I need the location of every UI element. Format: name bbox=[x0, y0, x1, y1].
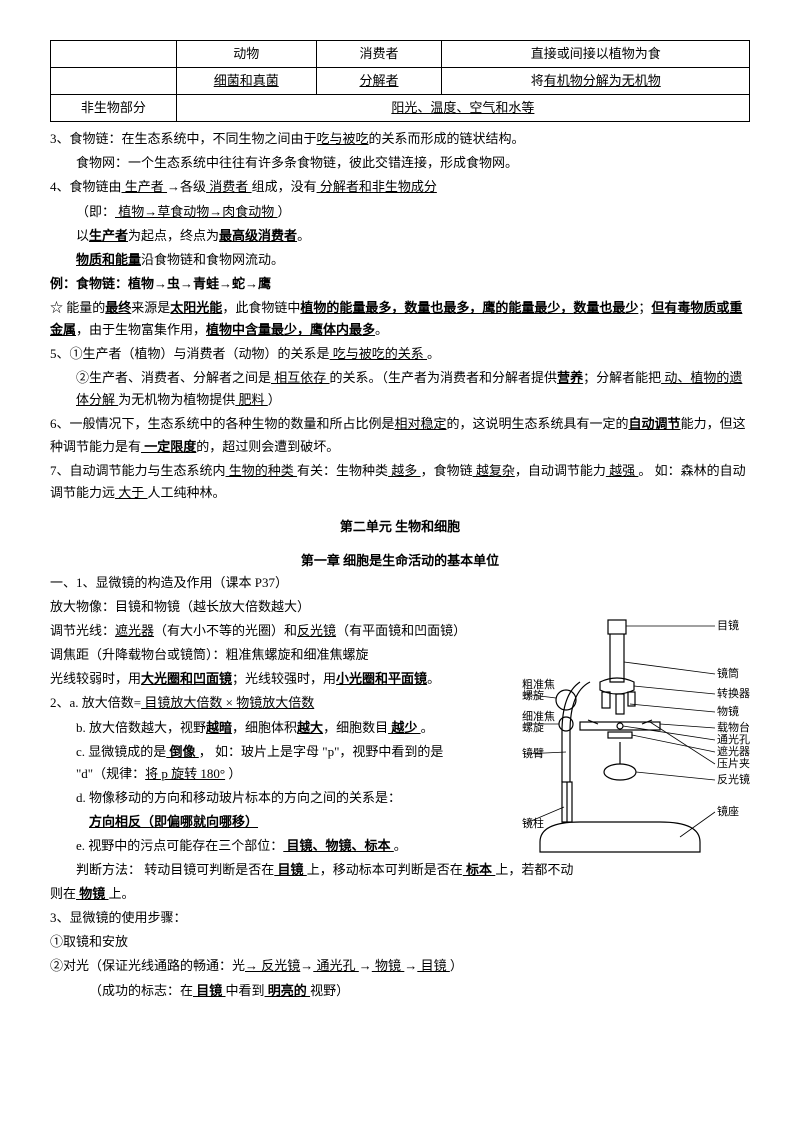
s2d: d. 物像移动的方向和移动玻片标本的方向之间的关系是： bbox=[50, 787, 484, 809]
para-4a: 4、食物链由 生产者 →各级 消费者 组成，没有 分解者和非生物成分 bbox=[50, 176, 750, 198]
lbl-jingzuo: 镜座 bbox=[717, 804, 739, 818]
s3a: ①取镜和安放 bbox=[50, 931, 750, 953]
chapter-title: 第一章 细胞是生命活动的基本单位 bbox=[50, 550, 750, 572]
lbl-mujing: 目镜 bbox=[717, 618, 739, 632]
lbl-tongguangkong: 通光孔 bbox=[717, 732, 750, 746]
s1d: 光线较弱时，用大光圈和凹面镜；光线较强时，用小光圈和平面镜。 bbox=[50, 668, 484, 690]
para-3a: 3、食物链：在生态系统中，不同生物之间由于吃与被吃的关系而形成的链状结构。 bbox=[50, 128, 750, 150]
cell: 动物 bbox=[176, 41, 316, 68]
lbl-wujing: 物镜 bbox=[717, 704, 739, 718]
svg-text:螺旋: 螺旋 bbox=[522, 720, 544, 734]
cell: 分解者 bbox=[316, 68, 442, 95]
cell: 将有机物分解为无机物 bbox=[442, 68, 750, 95]
para-star: ☆ 能量的最终来源是太阳光能，此食物链中植物的能量最多，数量也最多，鹰的能量最少… bbox=[50, 297, 750, 341]
lbl-jingzhu: 镜柱 bbox=[522, 816, 544, 830]
cell-empty bbox=[51, 41, 177, 68]
lbl-yapianjia: 压片夹 bbox=[717, 757, 750, 770]
para-6: 6、一般情况下，生态系统中的各种生物的数量和所占比例是相对稳定的，这说明生态系统… bbox=[50, 413, 750, 457]
ecosystem-table: 动物 消费者 直接或间接以植物为食 细菌和真菌 分解者 将有机物分解为无机物 非… bbox=[50, 40, 750, 122]
cell: 消费者 bbox=[316, 41, 442, 68]
unit-title: 第二单元 生物和细胞 bbox=[50, 516, 750, 538]
para-example: 例：食物链：植物→虫→青蛙→蛇→鹰 bbox=[50, 273, 750, 295]
s1a: 放大物像：目镜和物镜（越长放大倍数越大） bbox=[50, 596, 484, 618]
para-4b: （即： 植物→草食动物→肉食动物 ） bbox=[50, 201, 750, 223]
s1c: 调焦距（升降载物台或镜筒）：粗准焦螺旋和细准焦螺旋 bbox=[50, 644, 484, 666]
lbl-zhuanhuanqi: 转换器 bbox=[717, 686, 750, 700]
s3: 3、显微镜的使用步骤： bbox=[50, 907, 750, 929]
cell: 直接或间接以植物为食 bbox=[442, 41, 750, 68]
s1b: 调节光线：遮光器（有大小不等的光圈）和反光镜（有平面镜和凹面镜） bbox=[50, 620, 484, 642]
lbl-zaiwutai: 载物台 bbox=[717, 720, 750, 734]
para-3b: 食物网：一个生态系统中往往有许多条食物链，彼此交错连接，形成食物网。 bbox=[50, 152, 750, 174]
s2c: c. 显微镜成的是 倒像 ， 如：玻片上是字母 "p"，视野中看到的是 "d"（… bbox=[50, 741, 484, 785]
para-4d: 物质和能量沿食物链和食物网流动。 bbox=[50, 249, 750, 271]
s3b: ②对光（保证光线通路的畅通：光→ 反光镜→ 通光孔 → 物镜 → 目镜 ） bbox=[50, 955, 750, 977]
lbl-jingbi: 镜臂 bbox=[522, 746, 544, 760]
para-5b: ②生产者、消费者、分解者之间是 相互依存 的关系。（生产者为消费者和分解者提供营… bbox=[50, 367, 750, 411]
microscope-diagram: 目镜 镜筒 转换器 物镜 载物台 通光孔 遮光器 压片夹 反光镜 镜座 粗准焦 … bbox=[520, 612, 750, 892]
cell: 非生物部分 bbox=[51, 95, 177, 122]
cell-empty bbox=[51, 68, 177, 95]
lbl-fanguangjing: 反光镜 bbox=[717, 772, 750, 786]
s2b: b. 放大倍数越大，视野越暗，细胞体积越大，细胞数目 越少 。 bbox=[50, 717, 484, 739]
lbl-jingtong: 镜筒 bbox=[717, 666, 739, 680]
s2d2: 方向相反（即偏哪就向哪移） bbox=[50, 811, 484, 833]
para-4c: 以生产者为起点，终点为最高级消费者。 bbox=[50, 225, 750, 247]
para-5a: 5、①生产者（植物）与消费者（动物）的关系是 吃与被吃的关系 。 bbox=[50, 343, 750, 365]
s2a: 2、a. 放大倍数= 目镜放大倍数 × 物镜放大倍数 bbox=[50, 692, 484, 714]
cell: 阳光、温度、空气和水等 bbox=[176, 95, 749, 122]
s3c: （成功的标志：在 目镜 中看到 明亮的 视野） bbox=[50, 980, 750, 1002]
s1: 一、1、显微镜的构造及作用（课本 P37） bbox=[50, 572, 484, 594]
svg-text:螺旋: 螺旋 bbox=[522, 688, 544, 702]
para-7: 7、自动调节能力与生态系统内 生物的种类 有关：生物种类 越多 ，食物链 越复杂… bbox=[50, 460, 750, 504]
lbl-zheguangqi: 遮光器 bbox=[717, 744, 750, 758]
cell: 细菌和真菌 bbox=[176, 68, 316, 95]
